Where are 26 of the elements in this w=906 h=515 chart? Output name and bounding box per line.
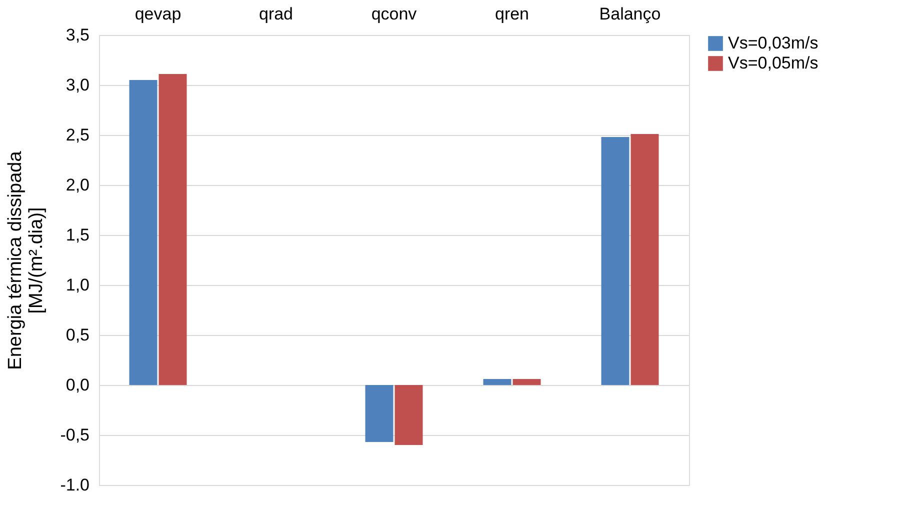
bar [394, 385, 423, 445]
y-axis-title: Energia térmica dissipada [MJ/(m².dia)] [5, 150, 48, 370]
bar [601, 137, 630, 385]
y-tick-label: 1,0 [66, 276, 90, 294]
legend-label: Vs=0,05m/s [728, 54, 818, 72]
x-tick-label: qevap [134, 4, 182, 24]
y-tick-label: -0,5 [60, 426, 90, 444]
y-tick-label: 3,0 [66, 76, 90, 94]
x-tick-label: qren [494, 4, 530, 24]
bar [630, 134, 659, 385]
bar [158, 74, 187, 385]
legend-label: Vs=0,03m/s [728, 34, 818, 52]
y-tick-label: 0,5 [66, 326, 90, 344]
x-tick-label: Balanço [599, 4, 661, 24]
y-tick-label: 3,5 [66, 26, 90, 44]
bar [365, 385, 394, 442]
y-tick-label: 2,5 [66, 126, 90, 144]
x-tick-label: qrad [258, 4, 294, 24]
bar [129, 80, 158, 385]
y-tick-label: 2,0 [66, 176, 90, 194]
y-tick-label: 1,5 [66, 226, 90, 244]
y-tick-label: -1.0 [60, 476, 90, 494]
bar [512, 379, 541, 385]
y-tick-label: 0,0 [66, 376, 90, 394]
bar [483, 379, 512, 385]
x-tick-label: qconv [371, 4, 418, 24]
